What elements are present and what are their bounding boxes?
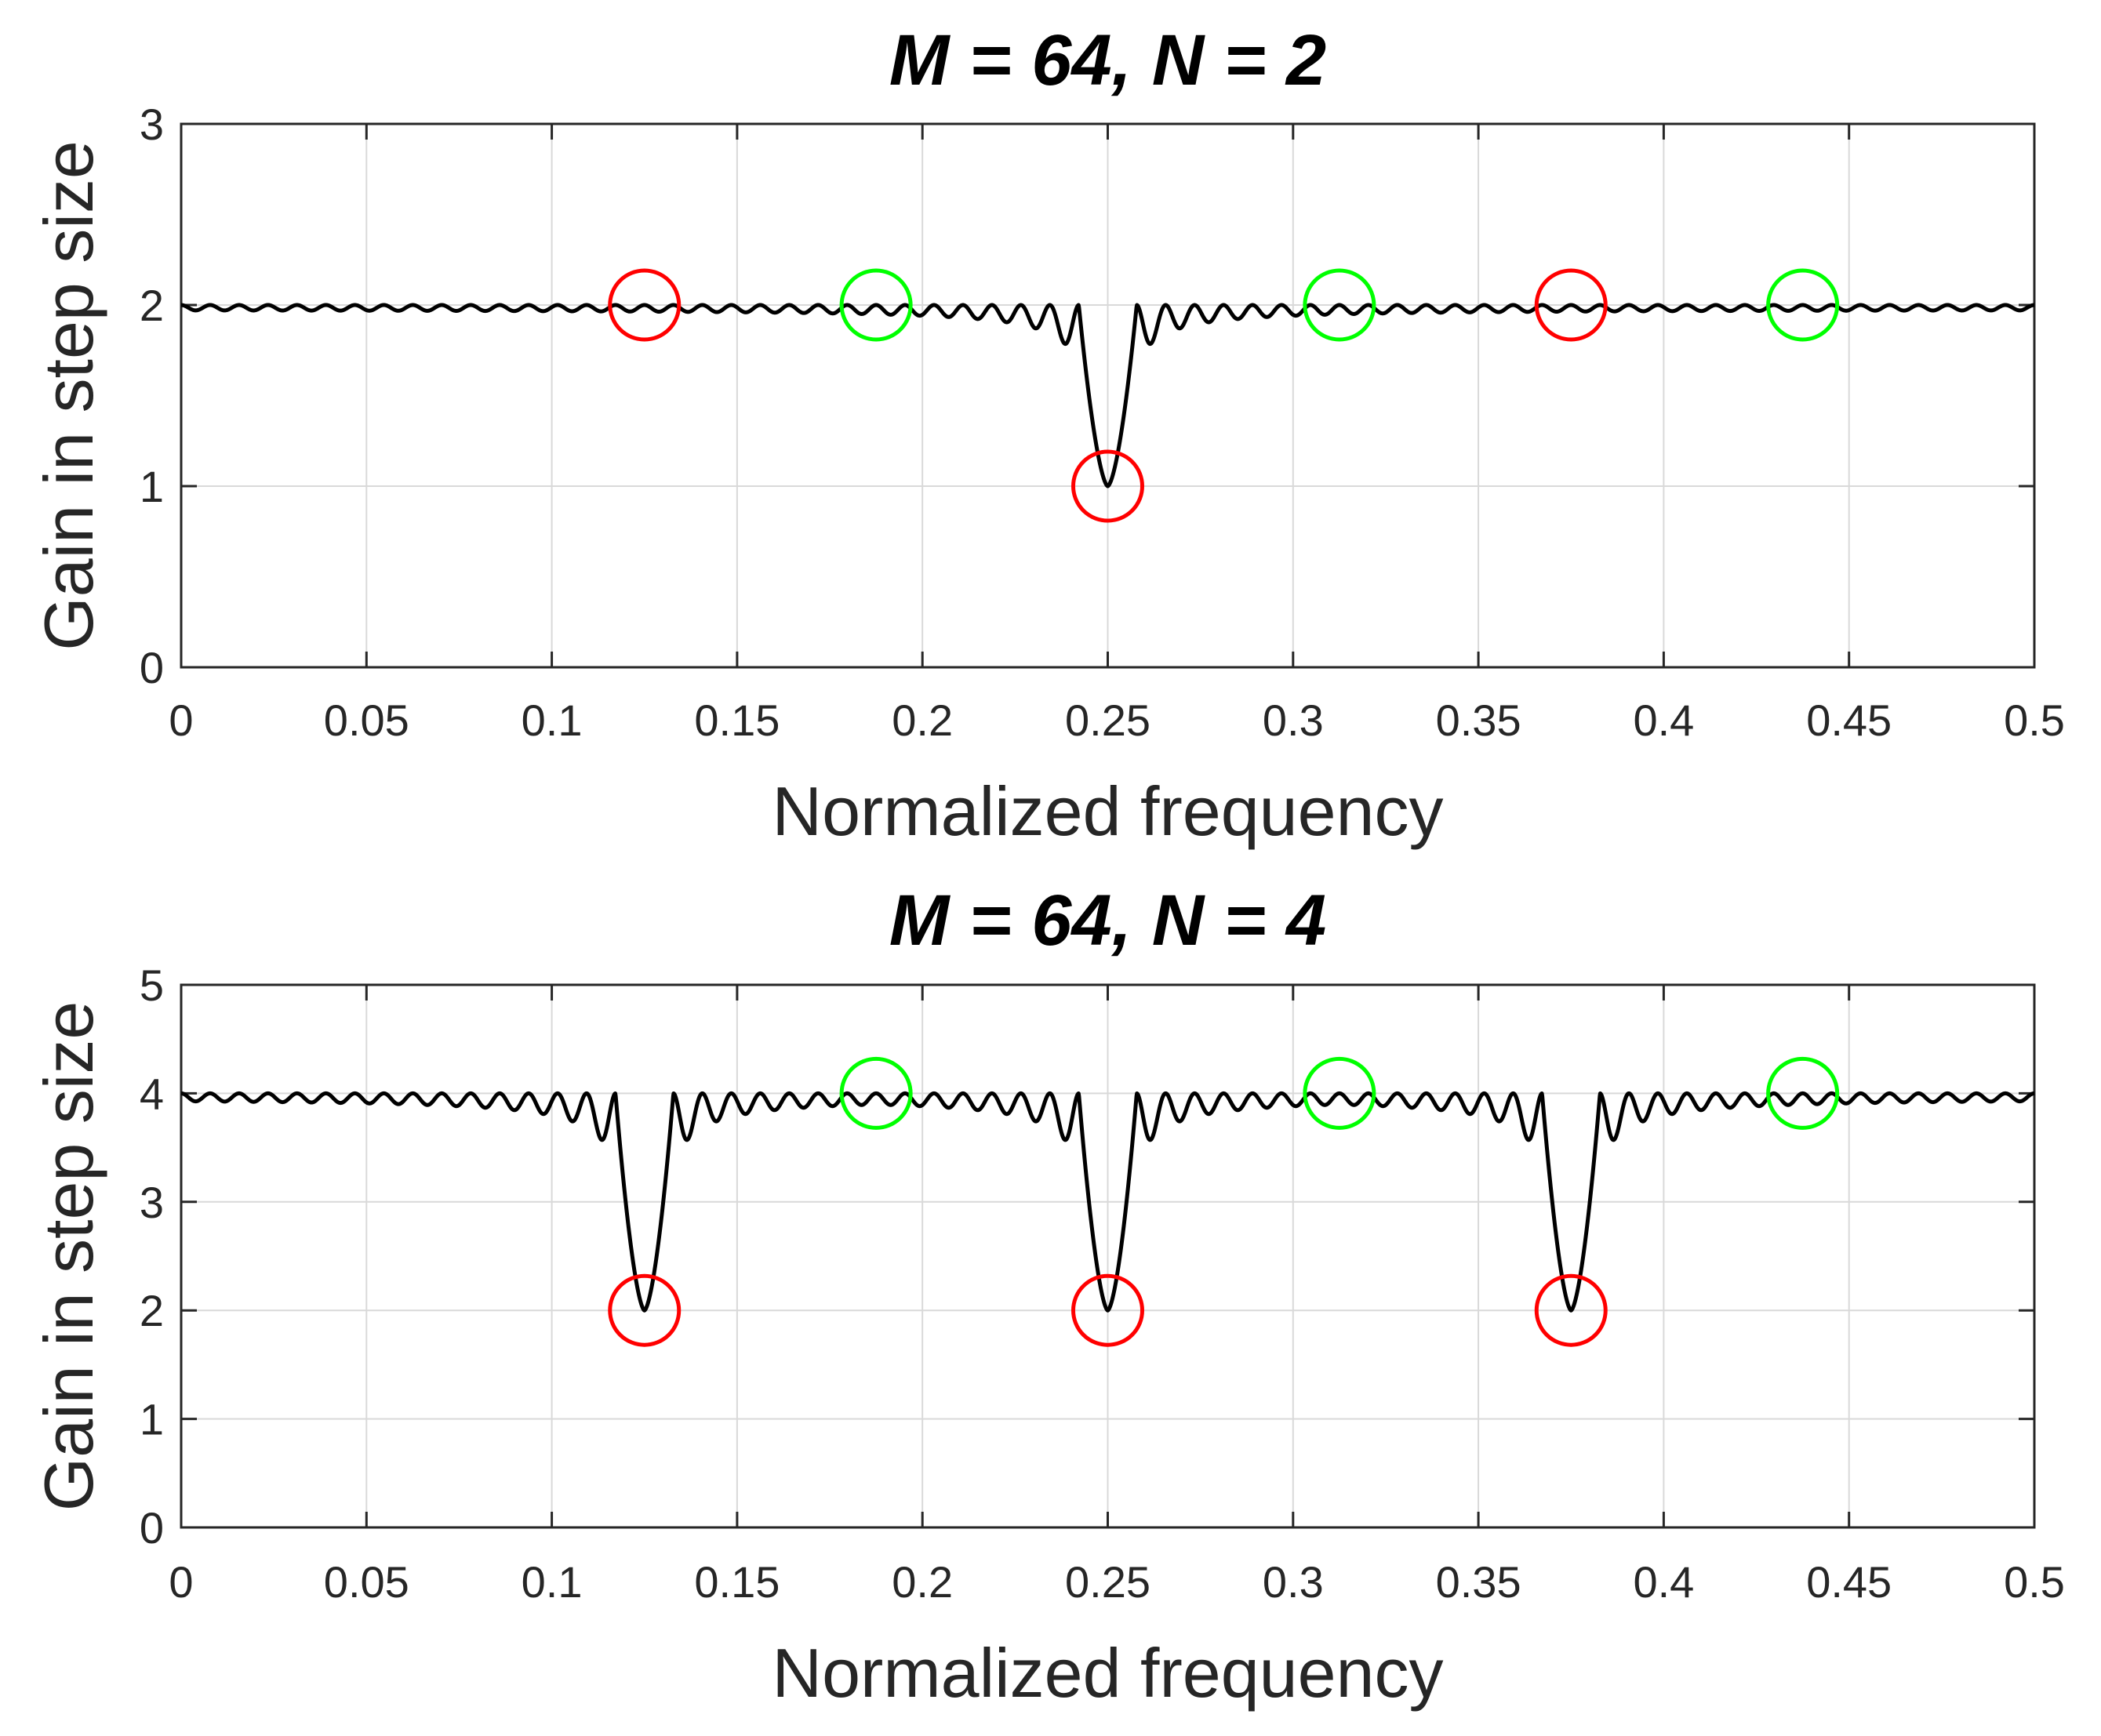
x-tick-label: 0.25: [1065, 1557, 1150, 1607]
y-tick-label: 3: [140, 100, 164, 149]
x-tick-label: 0.2: [892, 695, 953, 745]
x-tick-label: 0: [169, 695, 193, 745]
red-circle-marker: [608, 268, 682, 342]
x-tick-label: 0.25: [1065, 695, 1150, 745]
y-tick-label: 2: [140, 281, 164, 330]
x-tick-label: 0.1: [522, 695, 583, 745]
x-tick-label: 0.1: [522, 1557, 583, 1607]
green-circle-marker: [1766, 268, 1840, 342]
x-tick-label: 0.4: [1633, 1557, 1694, 1607]
x-tick-label: 0.35: [1436, 1557, 1521, 1607]
red-circle-marker: [608, 1273, 682, 1347]
y-tick-label: 5: [140, 961, 164, 1010]
x-axis-label: Normalized frequency: [772, 772, 1444, 850]
x-tick-label: 0: [169, 1557, 193, 1607]
x-tick-label: 0.15: [694, 1557, 780, 1607]
series-line: [180, 303, 2036, 488]
y-tick-label: 4: [140, 1069, 164, 1118]
subplot-top: M = 64, N = 2 0 0.05 0.1 0.15 0.2 0.25 0.3 0.35 0…: [30, 20, 2065, 850]
y-tick-label: 1: [140, 462, 164, 511]
red-circle-marker: [1071, 449, 1144, 523]
y-tick-label: 0: [140, 643, 164, 692]
y-tick-label: 0: [140, 1503, 164, 1553]
series-line: [180, 1091, 2036, 1313]
red-circle-marker: [1534, 1273, 1608, 1347]
x-tick-label: 0.5: [2004, 695, 2065, 745]
x-tick-label: 0.3: [1263, 695, 1324, 745]
x-tick-label: 0.45: [1806, 1557, 1892, 1607]
y-axis-label: Gain in step size: [30, 140, 107, 651]
green-circle-marker: [1766, 1056, 1840, 1130]
x-tick-label: 0.45: [1806, 695, 1892, 745]
chart-title: M = 64, N = 2: [889, 20, 1326, 100]
x-axis-label: Normalized frequency: [772, 1634, 1444, 1712]
red-circle-marker: [1534, 268, 1608, 342]
x-tick-label: 0.5: [2004, 1557, 2065, 1607]
green-circle-marker: [839, 1056, 913, 1130]
y-tick-label: 1: [140, 1395, 164, 1444]
x-tick-label: 0.3: [1263, 1557, 1324, 1607]
y-tick-label: 2: [140, 1286, 164, 1335]
x-tick-label: 0.05: [324, 695, 409, 745]
x-tick-label: 0.4: [1633, 695, 1694, 745]
subplot-bottom: M = 64, N = 4 0 0.05 0.1 0.15 0.2 0.25 0.3 0.35 0…: [30, 881, 2065, 1712]
x-tick-label: 0.35: [1436, 695, 1521, 745]
x-tick-label: 0.15: [694, 695, 780, 745]
green-circle-marker: [839, 268, 913, 342]
y-axis-label: Gain in step size: [30, 1001, 107, 1512]
red-circle-marker: [1071, 1273, 1144, 1347]
chart-title: M = 64, N = 4: [889, 881, 1326, 961]
x-tick-label: 0.05: [324, 1557, 409, 1607]
green-circle-marker: [1303, 1056, 1376, 1130]
y-tick-label: 3: [140, 1178, 164, 1227]
green-circle-marker: [1303, 268, 1376, 342]
x-tick-label: 0.2: [892, 1557, 953, 1607]
